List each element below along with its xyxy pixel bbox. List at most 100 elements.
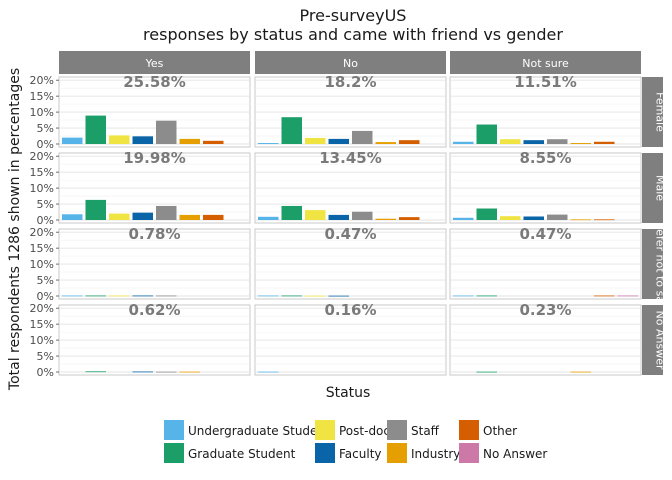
bar — [62, 137, 83, 144]
legend-label: Faculty — [339, 447, 382, 461]
y-tick-label: 20% — [30, 226, 54, 239]
bar — [203, 140, 224, 144]
facet-panel: 0.78% — [58, 225, 251, 300]
legend-item: Faculty — [315, 443, 382, 463]
bar — [500, 139, 521, 144]
bar — [328, 214, 349, 220]
legend-label: Industry — [411, 447, 460, 461]
bar — [203, 214, 224, 220]
panel-total-label: 0.47% — [519, 225, 571, 243]
bar — [570, 143, 591, 144]
strip-background — [450, 51, 641, 74]
legend-label: Post-doc — [339, 424, 390, 438]
y-tick-label: 20% — [30, 150, 54, 163]
panel-total-label: 25.58% — [123, 73, 185, 91]
bar — [500, 216, 521, 220]
legend-item: No Answer — [459, 443, 547, 463]
facet-column-strip: Yes — [59, 51, 250, 74]
bar — [305, 137, 326, 144]
bar — [132, 212, 153, 220]
legend-label: Undergraduate Student — [188, 424, 330, 438]
legend-swatch — [459, 420, 479, 440]
bar — [523, 216, 544, 220]
facet-row-strip: No Answer — [642, 305, 667, 375]
bar — [179, 138, 200, 144]
y-tick-label: 15% — [30, 242, 54, 255]
bar — [179, 214, 200, 220]
panel-total-label: 19.98% — [123, 149, 185, 167]
legend-label: Graduate Student — [188, 447, 296, 461]
facet-panel: 13.45% — [254, 149, 447, 224]
bar — [375, 142, 396, 144]
bar — [547, 139, 568, 144]
bar — [453, 295, 474, 297]
legend-label: Other — [483, 424, 517, 438]
bar — [476, 124, 497, 144]
bar — [179, 371, 200, 373]
y-tick-label: 5% — [37, 274, 54, 287]
bar — [523, 140, 544, 144]
strip-background — [642, 305, 663, 375]
strip-background — [642, 229, 663, 299]
bar — [132, 295, 153, 297]
bar — [132, 136, 153, 144]
facet-row-label: No Answer — [654, 311, 667, 370]
y-tick-label: 15% — [30, 90, 54, 103]
bar — [594, 141, 615, 144]
y-tick-label: 10% — [30, 106, 54, 119]
panel-total-label: 11.51% — [514, 73, 576, 91]
bar — [594, 295, 615, 297]
facet-row-strip: Male — [642, 153, 667, 223]
facet-panel: 0.16% — [254, 301, 447, 376]
bar — [109, 213, 130, 220]
facet-row-label: Female — [654, 92, 667, 132]
legend-item: Post-doc — [315, 420, 390, 440]
bar — [281, 295, 302, 297]
bar — [62, 295, 83, 297]
bar — [281, 205, 302, 220]
legend-label: No Answer — [483, 447, 547, 461]
bar — [109, 135, 130, 144]
y-tick-label: 5% — [37, 350, 54, 363]
facet-row-strip: Female — [642, 77, 667, 147]
bar — [305, 210, 326, 220]
legend-swatch — [164, 443, 184, 463]
bar — [476, 371, 497, 373]
bar — [281, 117, 302, 144]
bar — [328, 295, 349, 297]
bar — [617, 295, 638, 297]
facet-column-label: No — [343, 57, 358, 70]
legend-item: Graduate Student — [164, 443, 296, 463]
panel-total-label: 8.55% — [519, 149, 571, 167]
panel-total-label: 18.2% — [324, 73, 376, 91]
bar — [156, 371, 177, 373]
y-tick-label: 5% — [37, 198, 54, 211]
facet-column-strip: Not sure — [450, 51, 641, 74]
bar — [476, 208, 497, 220]
y-tick-label: 0% — [37, 214, 54, 227]
facet-row-label: Male — [654, 175, 667, 201]
bar — [328, 138, 349, 144]
bar — [305, 295, 326, 297]
bar — [109, 295, 130, 297]
panel-total-label: 0.23% — [519, 301, 571, 319]
bar — [156, 120, 177, 144]
bar — [258, 371, 279, 373]
bar — [258, 143, 279, 144]
y-tick-label: 0% — [37, 366, 54, 379]
panel-total-label: 0.47% — [324, 225, 376, 243]
bar — [570, 219, 591, 221]
strip-background — [642, 77, 663, 147]
facet-panel: 0.23% — [449, 301, 642, 376]
legend-item: Staff — [387, 420, 440, 440]
legend-item: Undergraduate Student — [164, 420, 330, 440]
y-axis-title: Total respondents 1286 shown in percenta… — [7, 68, 23, 391]
bar — [132, 371, 153, 373]
legend-swatch — [387, 420, 407, 440]
bar — [570, 371, 591, 373]
y-tick-label: 5% — [37, 122, 54, 135]
bar — [258, 216, 279, 220]
facet-panel: 25.58% — [58, 73, 251, 148]
legend-swatch — [164, 420, 184, 440]
